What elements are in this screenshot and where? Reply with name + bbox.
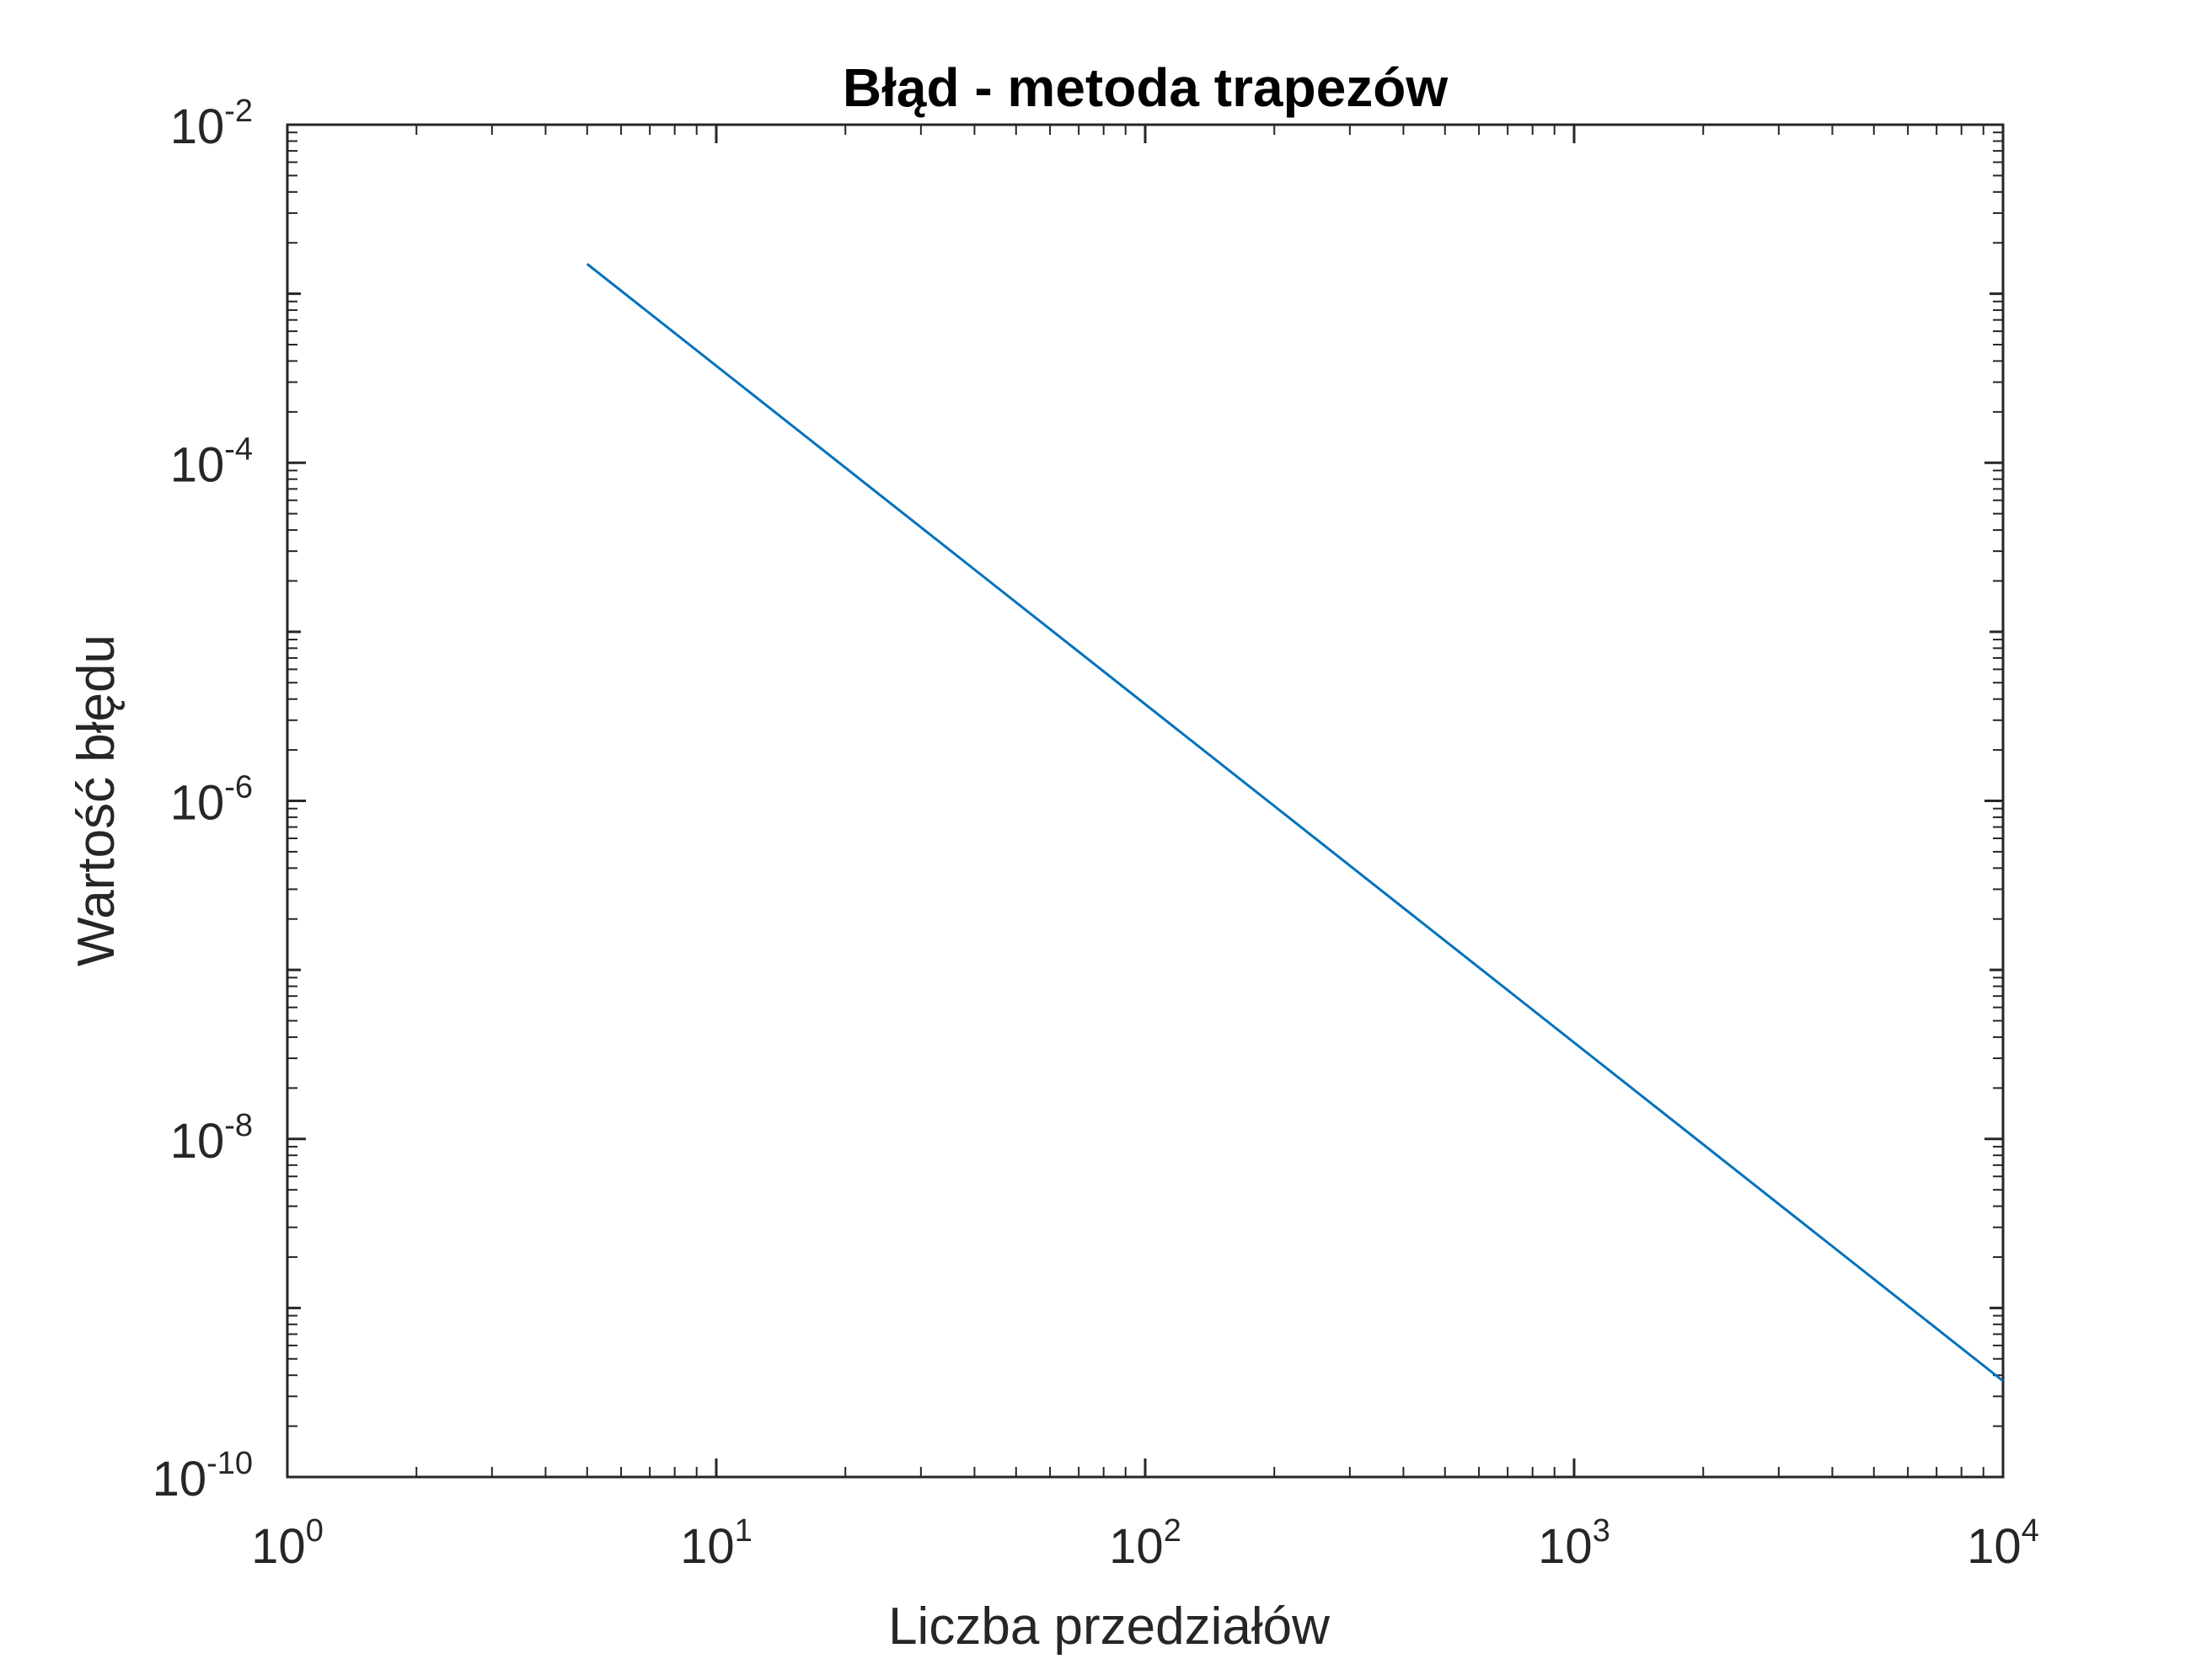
series-line-0 — [586, 263, 2004, 1383]
y-tick-label: 10-8 — [170, 1108, 253, 1169]
x-tick-label: 100 — [251, 1513, 324, 1574]
y-tick-label: 10-10 — [153, 1446, 253, 1506]
y-tick-labels: 10-2 10-4 10-6 10-8 10-10 — [153, 94, 253, 1506]
plot-area — [287, 125, 2003, 1477]
x-tick-label: 103 — [1538, 1513, 1610, 1574]
x-axis-label: Liczba przedziałów — [888, 1597, 1330, 1656]
y-axis-label: Wartość błędu — [67, 634, 126, 966]
y-tick-label: 10-6 — [170, 770, 253, 831]
minor-ticks — [287, 125, 2003, 1477]
x-tick-labels: 100 101 102 103 104 — [251, 1513, 2039, 1574]
x-tick-label: 104 — [1967, 1513, 2039, 1574]
axes-box — [286, 123, 2005, 1479]
y-tick-label: 10-4 — [170, 431, 253, 492]
x-tick-label: 102 — [1109, 1513, 1181, 1574]
x-tick-label: 101 — [680, 1513, 753, 1574]
chart-title: Błąd - metoda trapezów — [843, 57, 1449, 118]
series-layer — [586, 263, 2004, 1383]
y-tick-label: 10-2 — [170, 94, 253, 154]
major-ticks — [286, 123, 2005, 1479]
